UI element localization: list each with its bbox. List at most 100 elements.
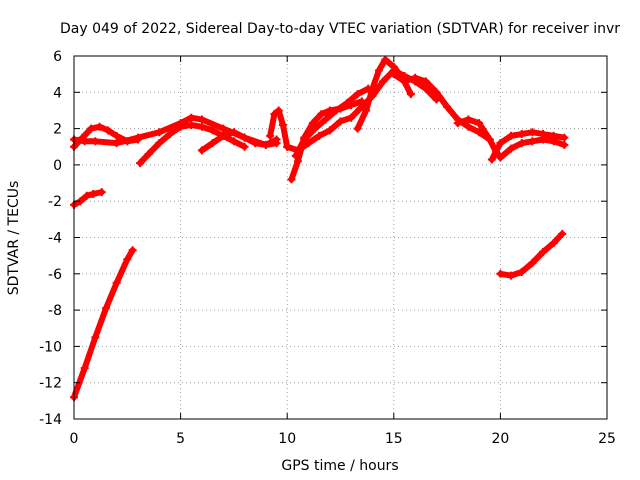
y-tick-label: -2 bbox=[48, 194, 62, 210]
data-point bbox=[381, 55, 390, 64]
x-tick-label: 0 bbox=[70, 431, 79, 447]
data-point bbox=[272, 135, 281, 144]
data-point bbox=[400, 77, 409, 86]
y-tick-label: -12 bbox=[39, 376, 62, 392]
data-point bbox=[97, 188, 106, 197]
data-point bbox=[112, 139, 121, 148]
x-tick-labels: 0 5 10 15 20 25 bbox=[70, 431, 616, 447]
data-point bbox=[187, 120, 196, 129]
data-point bbox=[475, 119, 484, 128]
data-point bbox=[485, 135, 494, 144]
data-point bbox=[539, 130, 548, 139]
data-point bbox=[261, 140, 270, 149]
data-point bbox=[89, 189, 98, 198]
data-point bbox=[517, 139, 526, 148]
data-point bbox=[240, 142, 249, 151]
data-point bbox=[411, 73, 420, 82]
x-axis-title: GPS time / hours bbox=[281, 458, 398, 474]
axis-ticks bbox=[73, 55, 608, 420]
data-series-track-1 bbox=[70, 246, 137, 402]
data-point bbox=[560, 140, 569, 149]
y-tick-label: -4 bbox=[48, 231, 62, 247]
data-point bbox=[197, 115, 206, 124]
data-point bbox=[317, 110, 326, 119]
data-point bbox=[287, 175, 296, 184]
series-line bbox=[292, 85, 372, 159]
data-point bbox=[112, 278, 121, 287]
data-point bbox=[304, 139, 313, 148]
y-tick-label: 4 bbox=[53, 85, 62, 101]
data-point bbox=[539, 248, 548, 257]
data-series-track-12 bbox=[389, 70, 494, 144]
data-point bbox=[219, 124, 228, 133]
data-point bbox=[464, 122, 473, 131]
series-line bbox=[71, 189, 105, 208]
x-tick-label: 25 bbox=[598, 431, 616, 447]
data-series-track-9 bbox=[291, 84, 373, 160]
data-point bbox=[144, 150, 153, 159]
data-point bbox=[133, 133, 142, 142]
data-point bbox=[155, 139, 164, 148]
data-point bbox=[421, 77, 430, 86]
y-tick-label: 0 bbox=[53, 158, 62, 174]
data-point bbox=[229, 128, 238, 137]
data-point bbox=[310, 124, 319, 133]
data-point bbox=[528, 128, 537, 137]
data-point bbox=[507, 271, 516, 280]
data-point bbox=[507, 131, 516, 140]
data-point bbox=[362, 106, 371, 115]
data-point bbox=[321, 115, 330, 124]
data-point bbox=[353, 124, 362, 133]
data-point bbox=[379, 77, 388, 86]
data-point bbox=[91, 333, 100, 342]
data-point bbox=[517, 267, 526, 276]
data-point bbox=[487, 155, 496, 164]
series-layer bbox=[70, 55, 569, 402]
data-point bbox=[95, 122, 104, 131]
data-series-track-8 bbox=[287, 97, 366, 184]
data-point bbox=[549, 238, 558, 247]
data-point bbox=[432, 88, 441, 97]
y-tick-label: -10 bbox=[39, 339, 62, 355]
data-point bbox=[308, 119, 317, 128]
data-point bbox=[353, 90, 362, 99]
x-tick-label: 5 bbox=[176, 431, 185, 447]
data-point bbox=[293, 157, 302, 166]
data-point bbox=[270, 110, 279, 119]
data-point bbox=[496, 139, 505, 148]
data-point bbox=[293, 146, 302, 155]
data-point bbox=[342, 99, 351, 108]
y-tick-label: -6 bbox=[48, 267, 62, 283]
data-point bbox=[496, 153, 505, 162]
data-point bbox=[197, 122, 206, 131]
series-line bbox=[390, 71, 493, 143]
x-tick-label: 20 bbox=[491, 431, 509, 447]
data-point bbox=[443, 102, 452, 111]
data-series-track-15 bbox=[496, 229, 567, 280]
data-series-track-5 bbox=[136, 120, 249, 168]
data-point bbox=[315, 131, 324, 140]
data-series-track-2 bbox=[70, 188, 106, 209]
data-point bbox=[528, 258, 537, 267]
data-point bbox=[208, 126, 217, 135]
data-point bbox=[389, 70, 398, 79]
data-point bbox=[82, 191, 91, 200]
data-point bbox=[507, 144, 516, 153]
data-point bbox=[128, 246, 137, 255]
data-point bbox=[421, 84, 430, 93]
data-point bbox=[336, 117, 345, 126]
data-point bbox=[283, 142, 292, 151]
data-point bbox=[165, 130, 174, 139]
data-point bbox=[368, 84, 377, 93]
data-point bbox=[251, 139, 260, 148]
data-point bbox=[325, 126, 334, 135]
data-point bbox=[517, 130, 526, 139]
data-point bbox=[560, 133, 569, 142]
data-point bbox=[240, 133, 249, 142]
data-point bbox=[347, 113, 356, 122]
data-series-track-14 bbox=[487, 128, 569, 164]
data-point bbox=[197, 146, 206, 155]
x-tick-label: 10 bbox=[278, 431, 296, 447]
y-tick-label: -8 bbox=[48, 303, 62, 319]
